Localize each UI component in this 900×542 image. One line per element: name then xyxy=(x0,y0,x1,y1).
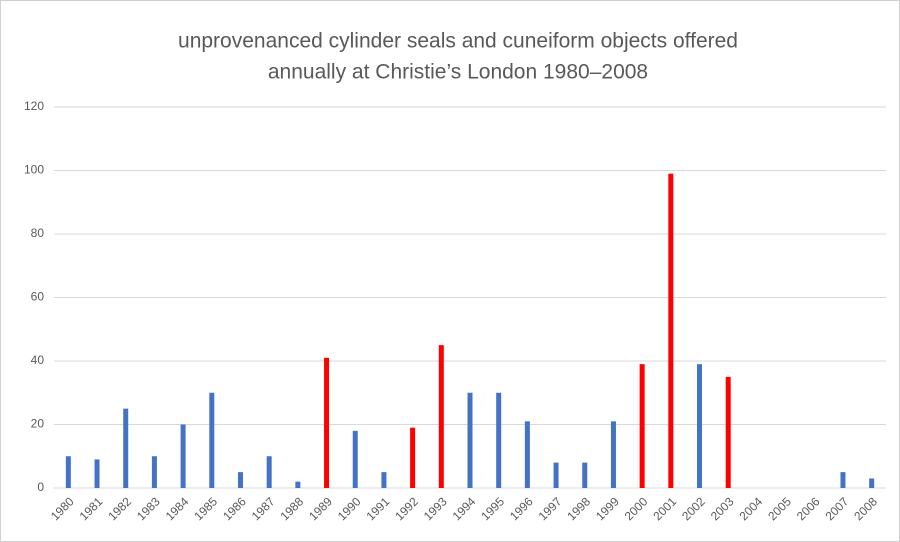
bar xyxy=(295,481,301,488)
bar xyxy=(123,408,129,488)
bar xyxy=(65,456,71,488)
chart-title: unprovenanced cylinder seals and cuneifo… xyxy=(178,30,738,53)
bar xyxy=(352,430,358,488)
y-tick-label: 80 xyxy=(31,226,45,240)
y-tick-label: 0 xyxy=(37,480,44,494)
bar xyxy=(668,173,674,489)
chart-title: annually at Christie’s London 1980–2008 xyxy=(268,61,648,84)
y-tick-label: 60 xyxy=(31,290,45,304)
bar xyxy=(94,459,100,488)
bar xyxy=(697,364,703,488)
bar xyxy=(725,376,731,488)
bar xyxy=(553,462,559,488)
bar xyxy=(438,345,444,488)
bar xyxy=(151,456,157,488)
bar xyxy=(237,472,243,488)
bar xyxy=(410,427,416,488)
bar xyxy=(209,392,215,488)
y-tick-label: 120 xyxy=(24,99,44,113)
bar xyxy=(467,392,473,488)
bar xyxy=(180,424,186,488)
bar xyxy=(869,478,875,488)
bar xyxy=(266,456,272,488)
bar xyxy=(381,472,387,488)
bar xyxy=(496,392,502,488)
bar xyxy=(840,472,846,488)
y-tick-label: 100 xyxy=(24,163,44,177)
bar xyxy=(639,364,645,488)
bar xyxy=(610,421,616,488)
y-tick-label: 40 xyxy=(31,353,45,367)
bar xyxy=(582,462,588,488)
bar xyxy=(324,357,330,488)
y-tick-label: 20 xyxy=(31,417,45,431)
bar xyxy=(524,421,530,488)
